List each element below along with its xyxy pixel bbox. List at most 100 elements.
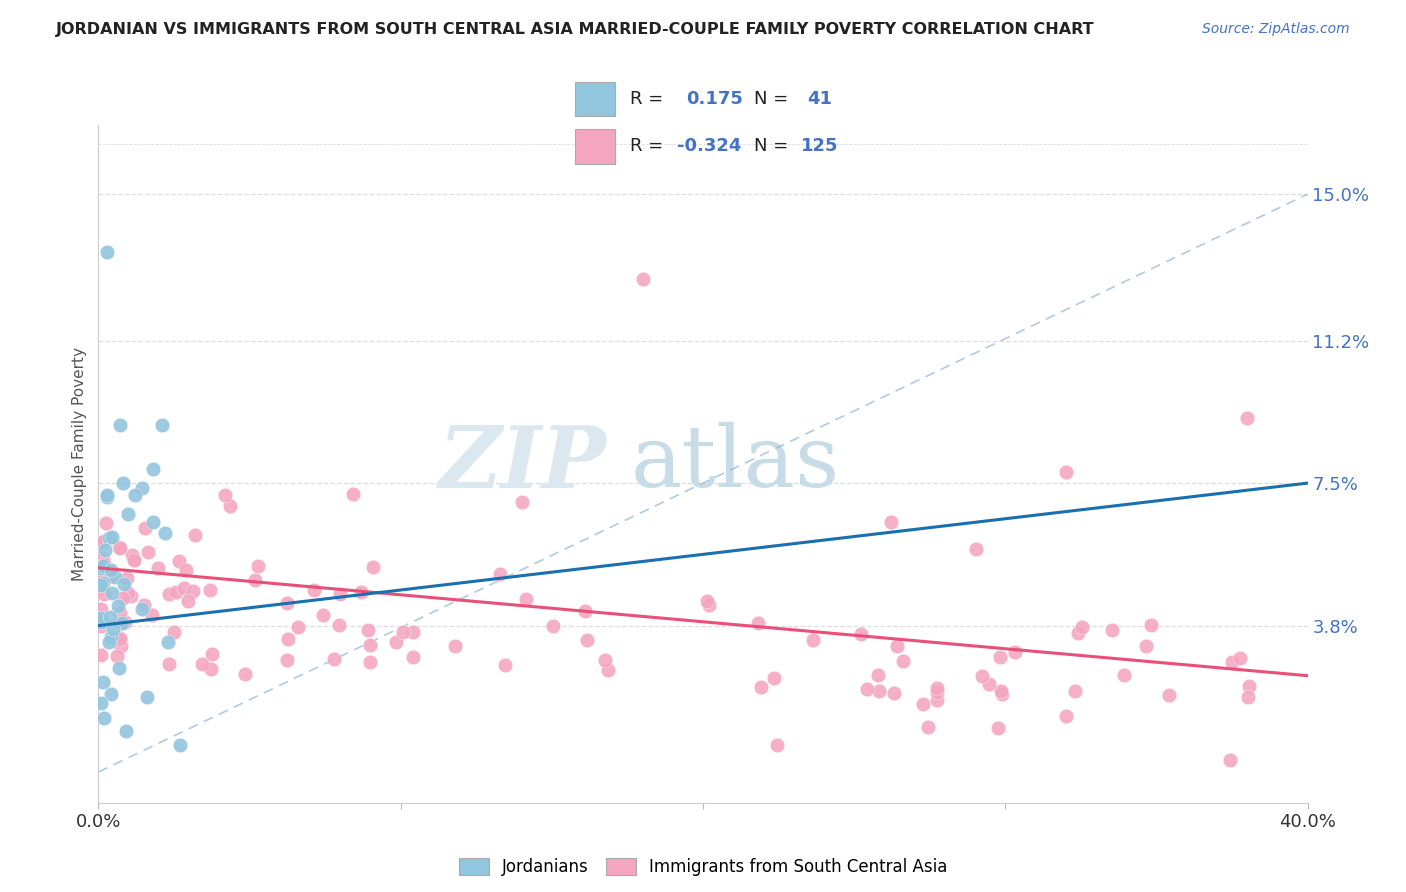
Point	[132, 599, 155, 613]
Point	[124, 488, 146, 502]
Point	[925, 685, 948, 699]
Point	[150, 418, 173, 433]
Point	[117, 570, 139, 584]
Point	[96, 245, 118, 260]
Point	[328, 618, 350, 632]
Point	[444, 640, 467, 654]
Point	[541, 619, 564, 633]
Point	[101, 622, 124, 636]
Point	[1236, 410, 1258, 425]
Point	[696, 594, 718, 608]
Point	[121, 548, 143, 562]
Point	[1114, 668, 1136, 682]
Point	[402, 650, 425, 665]
Point	[111, 476, 134, 491]
Point	[574, 604, 596, 618]
Y-axis label: Married-Couple Family Poverty: Married-Couple Family Poverty	[72, 347, 87, 581]
Point	[93, 587, 115, 601]
Point	[882, 686, 904, 700]
Point	[925, 681, 948, 696]
Point	[98, 635, 121, 649]
Point	[142, 515, 165, 529]
Point	[100, 687, 122, 701]
Point	[181, 584, 204, 599]
Point	[108, 418, 131, 433]
Point	[162, 624, 184, 639]
Point	[322, 651, 344, 665]
Point	[247, 558, 270, 573]
Point	[218, 499, 240, 513]
Point	[98, 568, 121, 582]
Point	[91, 576, 114, 591]
Point	[886, 639, 908, 653]
Point	[115, 723, 138, 738]
Point	[1135, 639, 1157, 653]
Point	[104, 569, 127, 583]
Point	[108, 541, 131, 555]
Point	[173, 582, 195, 596]
Point	[120, 590, 142, 604]
Point	[101, 530, 124, 544]
Point	[988, 650, 1011, 665]
Point	[277, 632, 299, 646]
Point	[114, 615, 136, 630]
Point	[93, 711, 115, 725]
Point	[157, 587, 180, 601]
Point	[191, 657, 214, 671]
Point	[136, 544, 159, 558]
Point	[747, 615, 769, 630]
Point	[1067, 626, 1090, 640]
Point	[131, 481, 153, 495]
Point	[117, 507, 139, 521]
Text: JORDANIAN VS IMMIGRANTS FROM SOUTH CENTRAL ASIA MARRIED-COUPLE FAMILY POVERTY CO: JORDANIAN VS IMMIGRANTS FROM SOUTH CENTR…	[56, 22, 1095, 37]
Point	[1229, 650, 1251, 665]
Point	[401, 624, 423, 639]
Point	[359, 655, 381, 669]
Text: 0.175: 0.175	[686, 90, 742, 108]
Point	[1004, 645, 1026, 659]
Point	[91, 674, 114, 689]
Point	[235, 666, 257, 681]
Point	[868, 683, 890, 698]
Point	[803, 632, 825, 647]
Point	[90, 648, 112, 663]
Point	[184, 528, 207, 542]
Point	[917, 720, 939, 734]
Point	[276, 653, 298, 667]
Point	[201, 647, 224, 661]
Point	[108, 631, 131, 645]
Point	[697, 598, 720, 612]
Point	[111, 591, 134, 605]
Point	[100, 630, 122, 644]
Point	[749, 680, 772, 694]
Point	[167, 554, 190, 568]
Text: R =: R =	[630, 137, 664, 155]
Point	[891, 654, 914, 668]
Point	[1140, 617, 1163, 632]
Point	[90, 560, 112, 574]
Point	[142, 462, 165, 476]
FancyBboxPatch shape	[575, 128, 614, 163]
Point	[593, 653, 616, 667]
Point	[762, 671, 785, 685]
Point	[108, 661, 131, 675]
Point	[110, 541, 132, 555]
Text: atlas: atlas	[630, 422, 839, 506]
Point	[93, 543, 115, 558]
Point	[148, 560, 170, 574]
Point	[111, 615, 134, 630]
Point	[100, 563, 122, 577]
Point	[90, 610, 112, 624]
Legend: Jordanians, Immigrants from South Central Asia: Jordanians, Immigrants from South Centra…	[453, 851, 953, 882]
Point	[93, 557, 115, 571]
Point	[96, 488, 118, 502]
Text: 41: 41	[807, 90, 832, 108]
Point	[153, 526, 176, 541]
Text: ZIP: ZIP	[439, 422, 606, 506]
Text: Source: ZipAtlas.com: Source: ZipAtlas.com	[1202, 22, 1350, 37]
Point	[97, 531, 120, 545]
Point	[911, 697, 934, 711]
Point	[276, 596, 298, 610]
Point	[987, 721, 1010, 735]
Point	[136, 690, 159, 705]
